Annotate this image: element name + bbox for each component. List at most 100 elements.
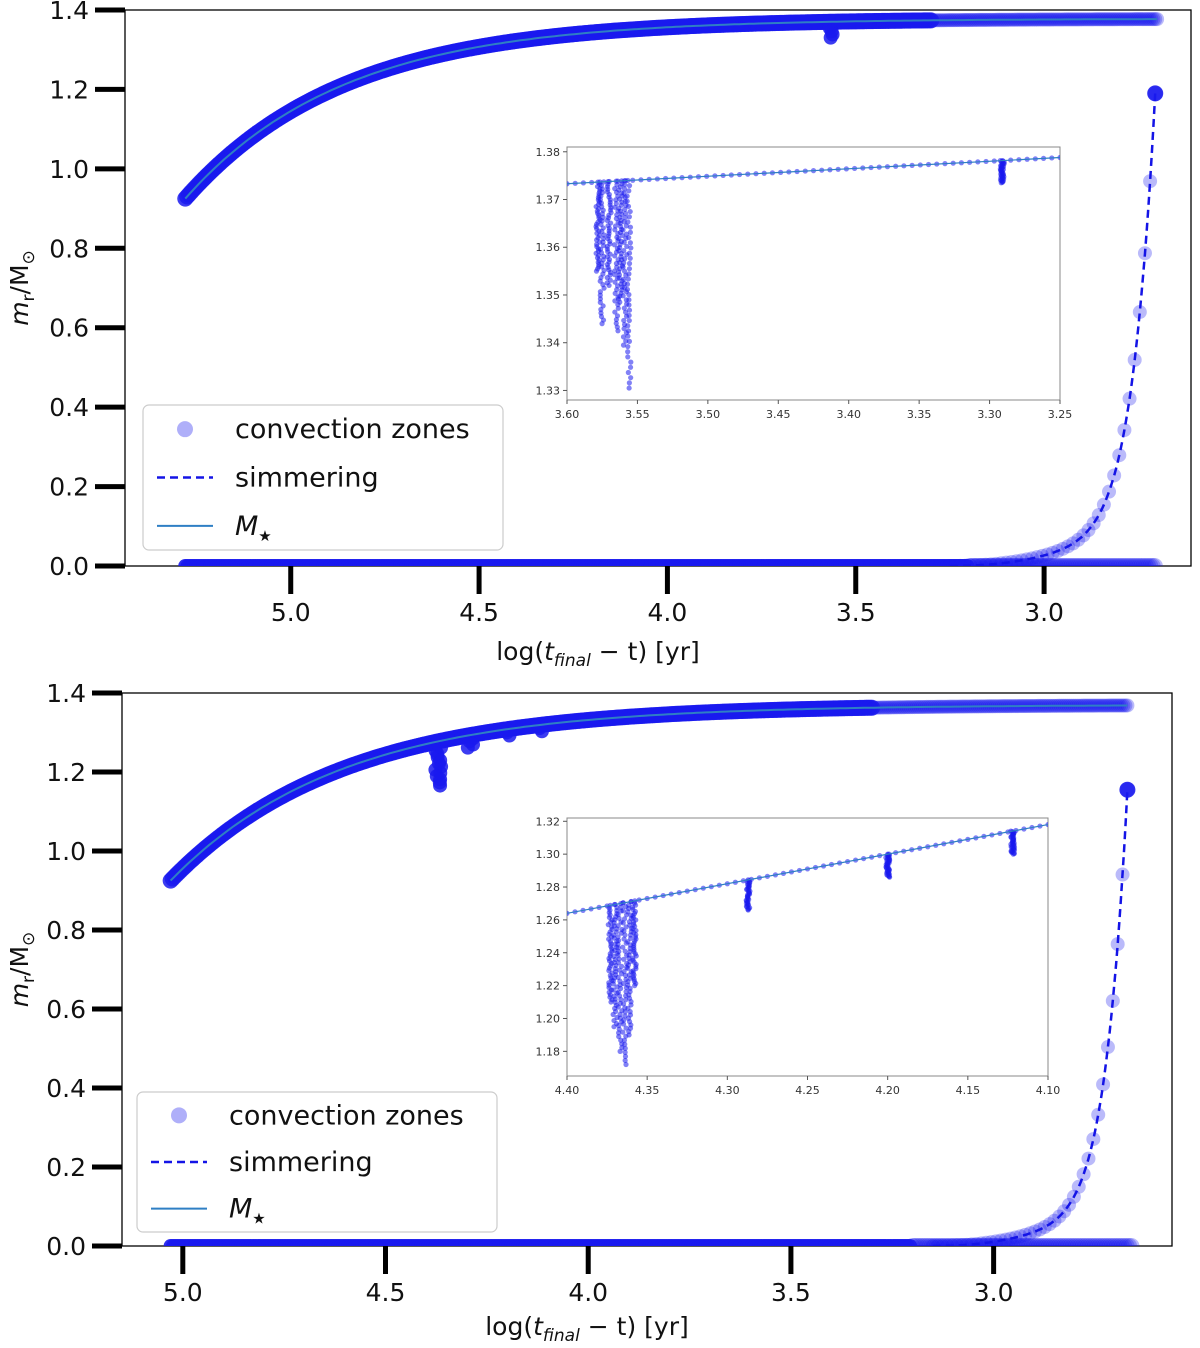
y-label-rest: /M xyxy=(5,946,34,976)
inset-dip-point xyxy=(599,321,604,326)
inset-dip-point xyxy=(628,240,633,245)
legend-label: simmering xyxy=(235,463,379,494)
inset-y-tick-label: 1.38 xyxy=(536,146,561,159)
convection-dip-point xyxy=(502,729,516,743)
x-label-prefix: log( xyxy=(485,1312,533,1341)
inset-x-tick-label: 3.40 xyxy=(836,408,861,421)
inset-dip-point xyxy=(616,923,621,928)
inset-x-tick-label: 4.35 xyxy=(635,1084,660,1097)
simmering-end-point xyxy=(1119,782,1135,798)
panel-bottom: 0.00.20.40.60.81.01.21.45.0 4.5 4.0 3.5 3.0m… xyxy=(5,679,1172,1346)
inset-dip-point xyxy=(594,269,599,274)
legend-label: simmering xyxy=(229,1147,373,1178)
y-tick-label: 1.2 xyxy=(49,75,89,104)
y-tick-label: 1.4 xyxy=(46,679,86,708)
x-label-sub: final xyxy=(543,1326,580,1346)
inset-dip-point xyxy=(626,297,631,302)
inset-dip-point xyxy=(626,328,631,333)
convection-zone-point xyxy=(1147,558,1163,574)
legend-label-sub: ★ xyxy=(258,527,271,545)
x-tick-label: 4.0 xyxy=(648,598,688,627)
x-label-suffix: − t) [yr] xyxy=(580,1312,689,1341)
y-label-rest: /M xyxy=(5,264,34,294)
inset-y-tick-label: 1.26 xyxy=(536,914,561,927)
y-tick-label: 0.6 xyxy=(49,314,89,343)
legend: convection zones simmering M★ xyxy=(143,405,503,550)
inset-dip-point xyxy=(627,266,632,271)
inset-dip-point xyxy=(628,365,633,370)
inset-dip-point xyxy=(628,375,633,380)
inset-dip-point xyxy=(606,283,611,288)
inset-dip-point xyxy=(627,385,632,390)
y-label-sub: r xyxy=(19,294,39,301)
inset-dip-point xyxy=(627,214,632,219)
y-tick-label: 0.8 xyxy=(49,234,89,263)
inset-dip-point xyxy=(627,313,632,318)
inset-dip-point xyxy=(746,907,751,912)
inset-dip-point xyxy=(626,204,631,209)
convection-zone-point xyxy=(1123,1238,1139,1254)
inset: 1.331.341.351.361.371.383.60 3.55 3.50 3.45… xyxy=(536,146,1073,421)
inset-dip-point xyxy=(999,180,1004,185)
x-label-prefix: log( xyxy=(496,637,544,666)
inset-dip-point xyxy=(627,339,632,344)
inset-dip-point xyxy=(626,370,631,375)
y-tick-label: 1.0 xyxy=(46,837,86,866)
legend-marker-circle xyxy=(177,421,193,437)
inset-dip-point xyxy=(623,1062,628,1067)
inset-y-tick-label: 1.32 xyxy=(536,815,561,828)
inset-dip-point xyxy=(626,302,631,307)
inset-dip-point xyxy=(626,235,631,240)
inset-dip-point xyxy=(620,227,625,232)
y-tick-label: 1.4 xyxy=(49,0,89,25)
inset-x-tick-label: 4.10 xyxy=(1036,1084,1061,1097)
x-tick-label: 5.0 xyxy=(163,1278,203,1307)
inset: 1.181.201.221.241.261.281.301.324.40 4.35… xyxy=(536,815,1061,1097)
x-tick-label: 4.5 xyxy=(366,1278,406,1307)
legend-label-sub: ★ xyxy=(252,1210,265,1228)
inset-x-tick-label: 3.55 xyxy=(625,408,650,421)
y-label-sun: ⊙ xyxy=(19,932,39,946)
x-tick-label: 4.0 xyxy=(568,1278,608,1307)
inset-dip-point xyxy=(626,292,631,297)
inset-dip-point xyxy=(625,344,630,349)
y-tick-label: 0.2 xyxy=(46,1153,86,1182)
inset-dip-point xyxy=(626,1032,631,1037)
legend-label-main: M xyxy=(229,1194,252,1225)
figure: 0.00.20.40.60.81.01.21.45.0 4.5 4.0 3.5 3.0m… xyxy=(0,0,1200,1348)
legend-label-main: simmering xyxy=(235,463,379,494)
y-label-sun: ⊙ xyxy=(19,250,39,264)
inset-x-tick-label: 3.25 xyxy=(1048,408,1073,421)
inset-dip-point xyxy=(627,308,632,313)
convection-dip-point xyxy=(824,31,838,45)
legend-label: convection zones xyxy=(229,1100,464,1131)
inset-dip-point xyxy=(625,287,630,292)
inset-y-tick-label: 1.24 xyxy=(536,947,561,960)
legend: convection zones simmering M★ xyxy=(137,1092,497,1232)
y-tick-label: 0.8 xyxy=(46,916,86,945)
inset-dip-point xyxy=(887,875,892,880)
inset-dip-point xyxy=(615,328,620,333)
y-axis-label: mr/M⊙ xyxy=(5,250,39,326)
convection-dip-point xyxy=(535,724,549,738)
legend-label-main: convection zones xyxy=(235,414,470,445)
inset-dip-point xyxy=(626,188,631,193)
convection-zone-point xyxy=(1102,485,1116,499)
y-label-m: m xyxy=(5,301,34,325)
inset-y-tick-label: 1.28 xyxy=(536,881,561,894)
inset-dip-point xyxy=(617,300,622,305)
inset-dip-point xyxy=(625,199,630,204)
inset-y-tick-label: 1.36 xyxy=(536,241,561,254)
inset-dip-point xyxy=(626,271,631,276)
x-tick-label: 4.5 xyxy=(459,598,499,627)
inset-frame xyxy=(567,147,1060,400)
inset-dip-point xyxy=(617,1049,622,1054)
legend-label-main: convection zones xyxy=(229,1100,464,1131)
inset-dip-point xyxy=(625,334,630,339)
simmering-end-point xyxy=(1147,85,1163,101)
x-axis-label: log(tfinal − t) [yr] xyxy=(496,637,700,671)
inset-x-tick-label: 4.40 xyxy=(555,1084,580,1097)
inset-y-tick-label: 1.22 xyxy=(536,980,561,993)
y-tick-label: 0.0 xyxy=(49,552,89,581)
x-tick-label: 3.0 xyxy=(974,1278,1014,1307)
